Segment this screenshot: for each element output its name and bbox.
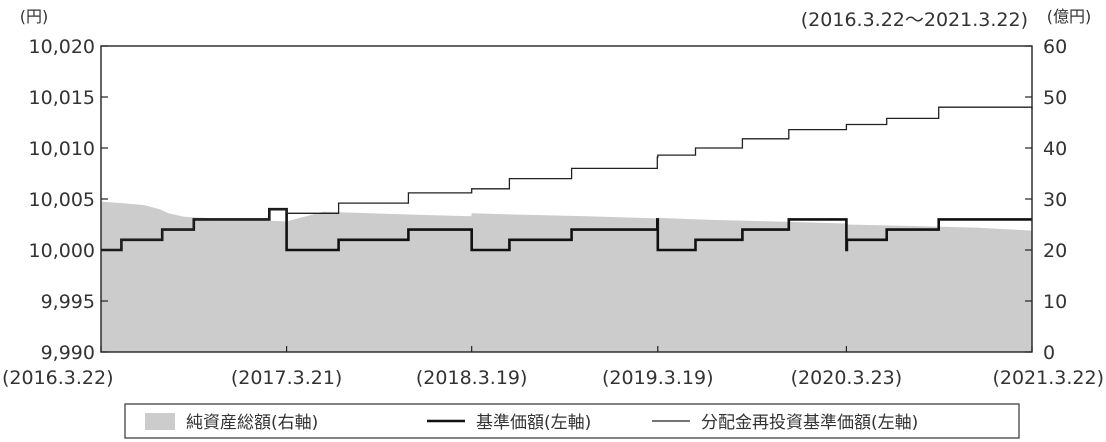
x-axis-tick-label: (2019.3.19) bbox=[602, 367, 714, 389]
legend-label-nav: 基準価額(左軸) bbox=[476, 413, 591, 433]
legend-label-reinvested-nav: 分配金再投資基準価額(左軸) bbox=[701, 413, 918, 433]
legend-box bbox=[124, 403, 1020, 439]
x-axis-tick-label: (2016.3.22) bbox=[2, 367, 114, 389]
x-axis-tick-label: (2017.3.21) bbox=[231, 367, 343, 389]
legend-label-net-assets: 純資産総額(右軸) bbox=[186, 413, 318, 433]
left-axis-unit: (円) bbox=[20, 7, 49, 26]
legend-swatch-net-assets bbox=[145, 413, 175, 430]
left-axis-tick-label: 9,990 bbox=[41, 342, 95, 364]
x-axis-tick-label: (2021.3.22) bbox=[992, 367, 1104, 389]
x-axis-tick-label: (2018.3.19) bbox=[416, 367, 528, 389]
series-reinvested-nav-line bbox=[101, 106, 1033, 251]
right-axis-tick-label: 40 bbox=[1043, 138, 1067, 160]
period-label: (2016.3.22～2021.3.22) bbox=[801, 9, 1028, 31]
left-axis-tick-label: 10,000 bbox=[29, 240, 95, 262]
series-net-assets-area bbox=[101, 201, 1032, 352]
net-assets-area-layer bbox=[101, 201, 1032, 352]
right-axis-tick-label: 50 bbox=[1043, 87, 1067, 109]
left-axis-tick-label: 10,005 bbox=[29, 189, 95, 211]
axes-layer: 9,990 9,995 10,000 10,005 10,010 10,015 10,020… bbox=[2, 36, 1104, 389]
right-axis-tick-label: 20 bbox=[1043, 240, 1067, 262]
right-axis-tick-label: 60 bbox=[1043, 36, 1067, 58]
price-lines-layer bbox=[101, 106, 1033, 252]
left-axis-tick-label: 10,020 bbox=[29, 36, 95, 58]
right-axis-tick-label: 30 bbox=[1043, 189, 1067, 211]
left-axis-tick-label: 10,010 bbox=[29, 138, 95, 160]
x-axis-tick-label: (2020.3.23) bbox=[791, 367, 903, 389]
right-axis-tick-label: 10 bbox=[1043, 291, 1067, 313]
right-axis-unit: (億円) bbox=[1047, 7, 1092, 26]
left-axis-tick-label: 10,015 bbox=[29, 87, 95, 109]
legend: 純資産総額(右軸) 基準価額(左軸) 分配金再投資基準価額(左軸) bbox=[124, 403, 1020, 439]
left-axis-tick-label: 9,995 bbox=[41, 291, 95, 313]
right-axis-tick-label: 0 bbox=[1043, 342, 1055, 364]
